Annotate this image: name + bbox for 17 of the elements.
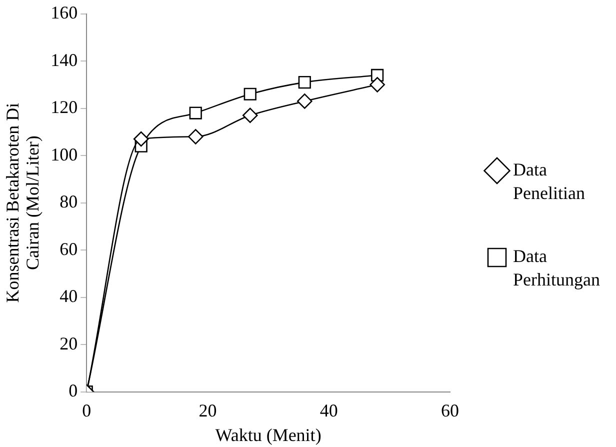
x-tick-label: 40 [320,400,338,420]
x-tick-label: 0 [82,400,92,420]
y-axis-title: Konsentrasi Betakaroten Di Cairan (Mol/Liter) [2,102,42,303]
y-tick-label: 40 [60,286,78,306]
y-tick-label: 80 [60,192,78,212]
y-tick-label: 20 [60,333,78,354]
y-tick-label: 160 [50,2,78,23]
x-tick-label: 60 [441,400,459,420]
x-axis-title: Waktu (Menit) [215,424,322,445]
x-tick-label: 20 [198,400,217,420]
y-tick-label: 140 [50,50,78,70]
legend-label: Data Perhitungan [513,246,600,290]
y-tick-label: 120 [50,97,78,118]
y-tick-label: 100 [50,144,78,164]
y-tick-label: 0 [68,380,78,401]
legend-label: Data Penelitian [513,159,585,203]
y-tick-label: 60 [60,238,78,259]
